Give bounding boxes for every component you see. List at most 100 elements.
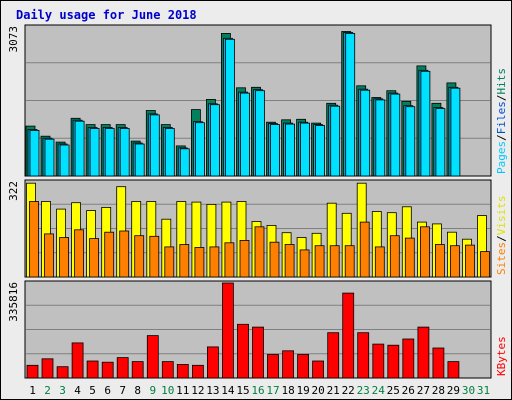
x-tick-label-day-27: 27 (417, 384, 430, 397)
sites-bar-day-24 (374, 246, 385, 278)
pages-bar-day-8 (134, 143, 145, 177)
x-tick-label-day-7: 7 (119, 384, 126, 397)
x-tick-label-day-18: 18 (281, 384, 294, 397)
kbytes-bar-day-7 (116, 357, 129, 379)
kbytes-bar-day-15 (237, 323, 249, 379)
legend-entry: / (495, 134, 508, 141)
sites-bar-day-26 (404, 237, 415, 278)
kbytes-bar-day-13 (206, 346, 219, 379)
x-tick-label-day-6: 6 (104, 384, 111, 397)
kbytes-bar-day-10 (161, 361, 174, 379)
x-tick-label-day-30: 30 (462, 384, 475, 397)
kbytes-bar-day-18 (282, 350, 295, 379)
x-tick-label-day-23: 23 (357, 384, 370, 397)
kbytes-bar-day-17 (267, 354, 279, 379)
pages-bar-day-7 (119, 128, 130, 177)
panel-1-max-label: 3073 (7, 26, 20, 53)
kbytes-bar-day-21 (327, 332, 340, 379)
legend-entry: Sites (495, 242, 508, 275)
x-tick-label-day-28: 28 (432, 384, 445, 397)
x-tick-label-day-12: 12 (191, 384, 204, 397)
pages-bar-day-17 (270, 124, 280, 177)
x-tick-label-day-10: 10 (161, 384, 174, 397)
sites-bar-day-1 (29, 201, 39, 278)
x-tick-label-day-31: 31 (477, 384, 490, 397)
x-tick-label-day-8: 8 (134, 384, 141, 397)
pages-bar-day-26 (405, 106, 416, 177)
x-tick-label-day-21: 21 (327, 384, 340, 397)
x-tick-label-day-26: 26 (402, 384, 415, 397)
kbytes-bar-day-12 (191, 364, 204, 379)
pages-bar-day-24 (375, 99, 386, 177)
panel-2-legend: Sites/Visits (495, 196, 508, 276)
chart-title: Daily usage for June 2018 (16, 8, 197, 22)
sites-bar-day-25 (389, 235, 400, 278)
pages-bar-day-5 (89, 128, 100, 177)
kbytes-bar-day-23 (357, 332, 370, 379)
kbytes-bar-day-14 (221, 282, 234, 379)
sites-bar-day-20 (314, 245, 325, 278)
sites-bar-day-5 (89, 238, 99, 278)
sites-bar-day-31 (480, 251, 490, 278)
pages-bar-day-25 (390, 93, 401, 177)
pages-bar-day-18 (285, 123, 296, 177)
pages-bar-day-15 (240, 92, 250, 177)
legend-entry: / (495, 95, 508, 102)
sites-bar-day-3 (59, 237, 69, 278)
sites-bar-day-9 (149, 235, 160, 278)
legend-entry: / (495, 235, 508, 242)
kbytes-bar-day-19 (297, 354, 310, 379)
pages-bar-day-23 (360, 89, 371, 177)
x-tick-label-day-5: 5 (89, 384, 96, 397)
sites-bar-day-11 (179, 244, 190, 278)
pages-bar-day-3 (59, 144, 70, 177)
sites-bar-day-7 (119, 230, 130, 278)
sites-bar-day-28 (434, 244, 445, 278)
sites-bar-day-16 (254, 226, 265, 278)
pages-bar-day-6 (104, 128, 115, 177)
x-tick-label-day-19: 19 (296, 384, 309, 397)
sites-bar-day-15 (239, 239, 250, 278)
x-tick-label-day-13: 13 (206, 384, 219, 397)
kbytes-bar-day-1 (26, 364, 39, 379)
sites-bar-day-8 (134, 235, 145, 278)
x-tick-label-day-29: 29 (447, 384, 460, 397)
panel-3-legend: KBytes (495, 336, 508, 376)
pages-bar-day-14 (224, 38, 235, 177)
x-tick-label-day-4: 4 (74, 384, 81, 397)
kbytes-bar-day-4 (71, 342, 84, 379)
sites-bar-day-23 (359, 221, 370, 278)
kbytes-bar-day-27 (417, 326, 430, 379)
kbytes-bar-day-8 (131, 361, 144, 379)
kbytes-bar-day-2 (41, 358, 54, 379)
x-tick-label-day-2: 2 (44, 384, 51, 397)
pages-bar-day-28 (435, 108, 446, 177)
x-tick-label-day-24: 24 (372, 384, 386, 397)
legend-entry: Hits (495, 68, 508, 95)
pages-bar-day-9 (149, 114, 160, 177)
pages-bar-day-13 (209, 104, 220, 177)
panel-1-legend: Pages/Files/Hits (495, 68, 508, 174)
sites-bar-day-14 (224, 242, 235, 278)
x-tick-label-day-9: 9 (149, 384, 156, 397)
sites-bar-day-18 (284, 244, 295, 278)
sites-bar-day-2 (44, 233, 54, 278)
kbytes-bar-day-28 (432, 347, 445, 379)
sites-bar-day-17 (269, 241, 280, 278)
sites-bar-day-10 (164, 246, 175, 278)
pages-bar-day-19 (300, 122, 311, 177)
sites-bar-day-27 (419, 226, 430, 278)
kbytes-bar-day-9 (146, 335, 159, 379)
pages-bar-day-10 (164, 128, 175, 177)
kbytes-bar-day-16 (252, 326, 264, 379)
sites-bar-day-19 (299, 249, 310, 278)
kbytes-bar-day-20 (312, 360, 325, 379)
pages-bar-day-11 (179, 148, 190, 177)
kbytes-bar-day-11 (176, 363, 189, 379)
kbytes-bar-day-29 (447, 361, 460, 379)
sites-bar-day-6 (104, 231, 115, 278)
pages-bar-day-21 (330, 105, 341, 177)
sites-bar-day-4 (74, 229, 84, 278)
kbytes-bar-day-5 (86, 360, 99, 379)
